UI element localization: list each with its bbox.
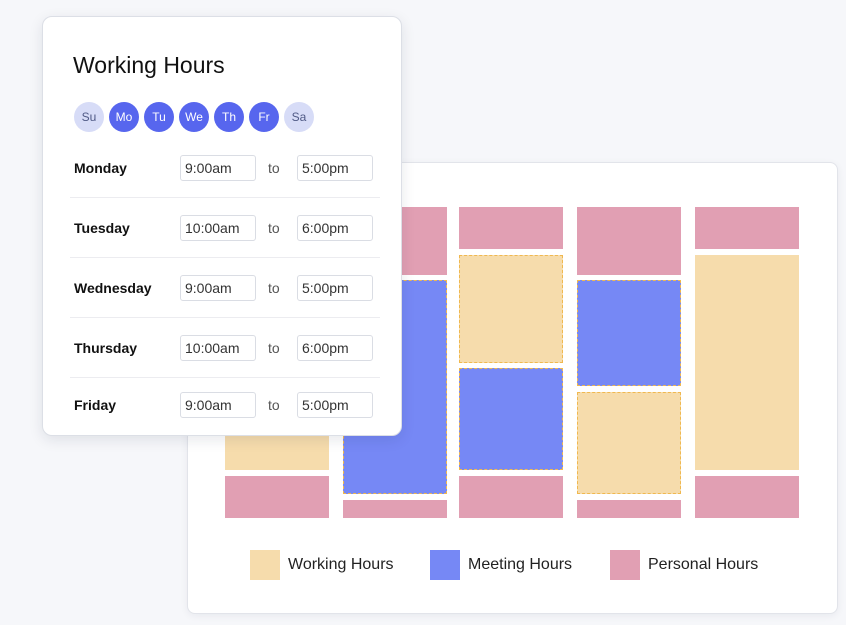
hours-row-wednesday: Wednesday 9:00am to 5:00pm bbox=[70, 258, 380, 318]
to-separator: to bbox=[268, 340, 280, 356]
personal-block bbox=[459, 207, 563, 249]
day-toggle-mo[interactable]: Mo bbox=[109, 102, 139, 132]
to-separator: to bbox=[268, 280, 280, 296]
row-day-label: Monday bbox=[74, 159, 127, 176]
personal-swatch bbox=[610, 550, 640, 580]
working-block bbox=[695, 255, 799, 470]
start-time-input[interactable]: 10:00am bbox=[180, 215, 256, 241]
meeting-block bbox=[459, 368, 563, 470]
hours-row-thursday: Thursday 10:00am to 6:00pm bbox=[70, 318, 380, 378]
start-time-input[interactable]: 9:00am bbox=[180, 155, 256, 181]
legend-personal-label: Personal Hours bbox=[648, 556, 759, 573]
meeting-swatch bbox=[430, 550, 460, 580]
legend-meeting: Meeting Hours bbox=[430, 550, 572, 580]
end-time-input[interactable]: 5:00pm bbox=[297, 392, 373, 418]
day-toggle-sa[interactable]: Sa bbox=[284, 102, 314, 132]
legend-working-label: Working Hours bbox=[288, 556, 394, 573]
start-time-input[interactable]: 9:00am bbox=[180, 392, 256, 418]
hours-row-friday: Friday 9:00am to 5:00pm bbox=[70, 378, 380, 432]
working-swatch bbox=[250, 550, 280, 580]
to-separator: to bbox=[268, 160, 280, 176]
personal-block bbox=[343, 500, 447, 518]
row-day-label: Thursday bbox=[74, 339, 138, 356]
working-hours-card: Working Hours Su Mo Tu We Th Fr Sa Monda… bbox=[42, 16, 402, 436]
personal-block bbox=[577, 500, 681, 518]
start-time-input[interactable]: 9:00am bbox=[180, 275, 256, 301]
personal-block bbox=[695, 207, 799, 249]
row-day-label: Wednesday bbox=[74, 279, 152, 296]
row-day-label: Friday bbox=[74, 397, 117, 413]
end-time-input[interactable]: 6:00pm bbox=[297, 215, 373, 241]
end-time-input[interactable]: 5:00pm bbox=[297, 275, 373, 301]
day-toggle-th[interactable]: Th bbox=[214, 102, 244, 132]
end-time-input[interactable]: 5:00pm bbox=[297, 155, 373, 181]
working-block bbox=[459, 255, 563, 363]
day-toggle-tu[interactable]: Tu bbox=[144, 102, 174, 132]
legend-meeting-label: Meeting Hours bbox=[468, 556, 573, 573]
to-separator: to bbox=[268, 220, 280, 236]
meeting-block bbox=[577, 280, 681, 386]
day-toggle-su[interactable]: Su bbox=[74, 102, 104, 132]
start-time-input[interactable]: 10:00am bbox=[180, 335, 256, 361]
end-time-input[interactable]: 6:00pm bbox=[297, 335, 373, 361]
hours-row-monday: Monday 9:00am to 5:00pm bbox=[70, 138, 380, 198]
to-separator: to bbox=[268, 397, 280, 413]
day-toggle-we[interactable]: We bbox=[179, 102, 209, 132]
hours-row-tuesday: Tuesday 10:00am to 6:00pm bbox=[70, 198, 380, 258]
personal-block bbox=[459, 476, 563, 518]
working-block bbox=[577, 392, 681, 494]
personal-block bbox=[695, 476, 799, 518]
legend-personal: Personal Hours bbox=[610, 550, 758, 580]
day-selector: Su Mo Tu We Th Fr Sa bbox=[74, 102, 319, 132]
legend-working: Working Hours bbox=[250, 550, 394, 580]
personal-block bbox=[225, 476, 329, 518]
personal-block bbox=[577, 207, 681, 275]
row-day-label: Tuesday bbox=[74, 219, 130, 236]
card-title: Working Hours bbox=[73, 52, 225, 78]
day-toggle-fr[interactable]: Fr bbox=[249, 102, 279, 132]
